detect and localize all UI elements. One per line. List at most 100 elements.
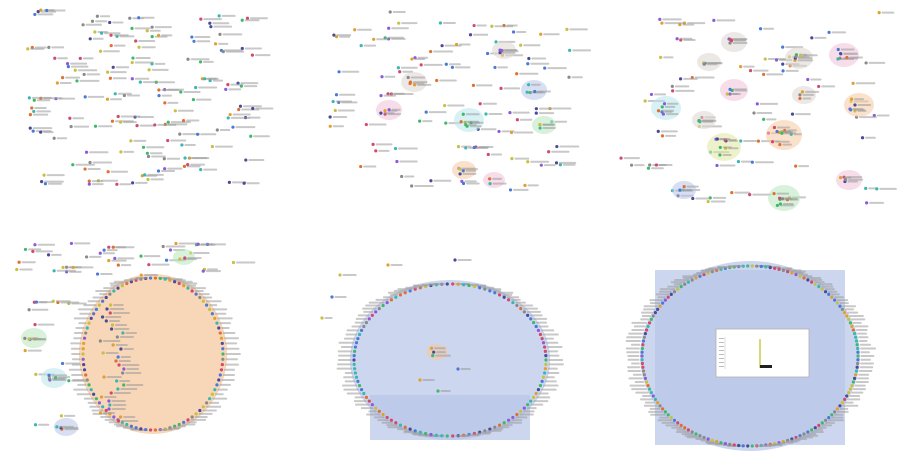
node-label-smudge <box>631 328 645 331</box>
node-dot <box>509 130 514 135</box>
node-dot <box>802 432 806 436</box>
node-label-smudge <box>497 66 508 69</box>
node-dot <box>794 272 798 277</box>
node-label-smudge <box>404 175 415 178</box>
graph-node <box>354 395 369 399</box>
node-label-smudge <box>222 332 236 335</box>
node-label-smudge <box>133 139 147 142</box>
graph-node <box>458 172 477 176</box>
node-dot <box>359 164 363 169</box>
graph-node <box>83 303 101 307</box>
node-dot <box>213 42 218 46</box>
node-label-smudge <box>126 384 144 386</box>
node-dot <box>790 271 794 275</box>
cluster-hull <box>454 108 484 132</box>
graph-node <box>95 14 111 18</box>
graph-node <box>70 341 86 346</box>
node-dot <box>678 188 682 192</box>
node-dot <box>486 152 490 157</box>
node-label-smudge <box>506 421 523 424</box>
node-label-smudge <box>851 318 866 321</box>
graph-node <box>657 418 677 422</box>
graph-node <box>660 21 685 25</box>
node-dot <box>370 403 374 407</box>
node-label-smudge <box>137 116 154 119</box>
node-label-smudge <box>106 376 122 378</box>
node-dot <box>418 430 422 434</box>
graph-node <box>109 33 129 37</box>
node-dot <box>484 112 488 116</box>
node-label-smudge <box>383 94 396 97</box>
node-label-smudge <box>538 107 553 110</box>
node-label-smudge <box>502 51 516 54</box>
graph-node <box>108 311 130 315</box>
node-dot <box>353 345 358 349</box>
node-label-smudge <box>120 356 131 358</box>
node-dot <box>663 410 667 414</box>
node-label-smudge <box>105 316 122 318</box>
graph-node <box>543 367 558 371</box>
graph-node <box>478 102 497 106</box>
node-label-smudge <box>776 192 790 195</box>
node-label-smudge <box>392 11 406 14</box>
node-dot <box>418 119 422 123</box>
node-label-smudge <box>682 277 694 280</box>
node-label-smudge <box>225 358 238 361</box>
node-dot <box>827 416 831 420</box>
node-dot <box>642 373 646 377</box>
graph-node <box>440 44 462 48</box>
graph-node <box>640 397 657 401</box>
node-dot <box>853 103 857 107</box>
node-dot <box>112 289 116 293</box>
graph-node <box>838 404 859 408</box>
node-label-smudge <box>440 390 451 392</box>
node-dot <box>845 55 849 60</box>
graph-node <box>502 421 523 425</box>
node-dot <box>544 358 548 362</box>
node-label-smudge <box>142 81 159 84</box>
node-dot <box>690 278 694 282</box>
node-dot <box>459 120 463 124</box>
node-label-smudge <box>120 388 138 390</box>
node-dot <box>647 321 652 325</box>
node-label-smudge <box>414 184 434 187</box>
graph-node <box>856 346 877 351</box>
graph-node <box>544 354 560 358</box>
node-label-smudge <box>857 377 869 380</box>
node-label-smudge <box>75 163 95 166</box>
node-label-smudge <box>803 54 818 57</box>
graph-node <box>69 241 91 246</box>
node-dot <box>813 426 817 430</box>
node-dot <box>694 432 698 436</box>
graph-node <box>90 19 108 23</box>
graph-node <box>217 14 236 18</box>
graph-node <box>194 292 210 296</box>
graph-node <box>538 332 559 337</box>
node-dot <box>129 424 133 428</box>
node-dot <box>543 349 547 353</box>
node-dot <box>218 373 222 377</box>
graph-node <box>681 432 698 436</box>
node-label-smudge <box>123 416 136 418</box>
inset-chart-tick <box>719 354 724 355</box>
graph-node <box>728 41 748 45</box>
node-dot <box>683 282 687 286</box>
node-dot <box>47 373 51 377</box>
node-label-smudge <box>139 124 155 127</box>
node-dot <box>208 21 212 25</box>
node-dot <box>499 86 503 90</box>
node-dot <box>730 39 734 43</box>
node-label-smudge <box>141 16 155 19</box>
node-dot <box>794 164 798 168</box>
panel-small-clusters <box>300 0 600 235</box>
node-dot <box>357 332 362 337</box>
node-dot <box>865 201 869 205</box>
node-dot <box>111 343 115 347</box>
node-dot <box>671 89 675 93</box>
node-label-smudge <box>817 426 827 429</box>
graph-node <box>627 369 646 373</box>
node-dot <box>144 427 148 432</box>
node-dot <box>107 259 111 263</box>
node-dot <box>817 423 821 427</box>
node-label-smudge <box>447 104 465 107</box>
